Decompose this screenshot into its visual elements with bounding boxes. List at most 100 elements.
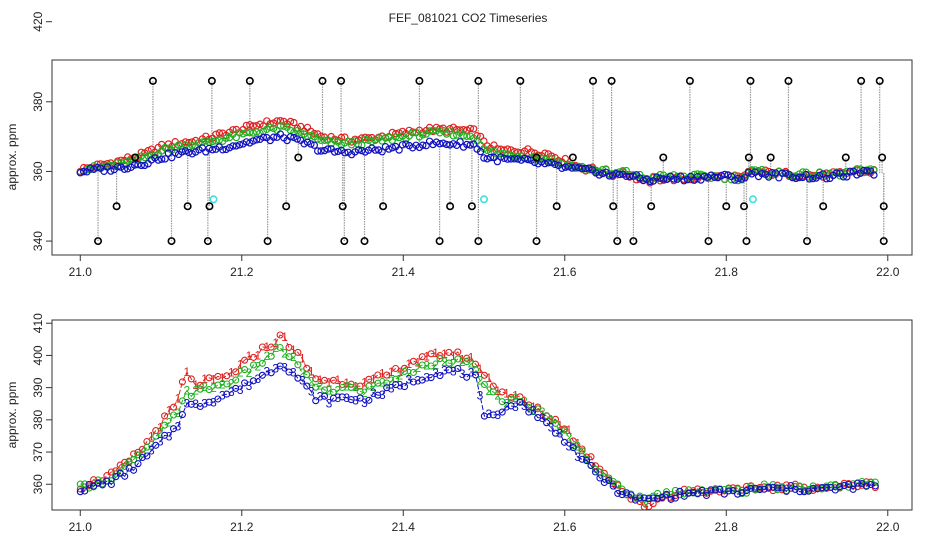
series-1-point [356,382,364,390]
series-3-point [534,414,542,422]
raw-spike-point [766,153,775,162]
raw-spike-point [685,76,694,85]
series-3-point [870,171,878,179]
series-3-point [307,140,315,148]
series-3-point [120,165,129,173]
series-3-marker: 3 [343,391,350,405]
series-2-point [161,143,169,152]
series-1-point [446,124,454,133]
series-3-point [747,484,755,492]
series-3-point [860,166,868,175]
series-3-point [365,396,373,404]
series-3-point [578,164,586,172]
raw-spike-point [379,202,388,211]
series-3-point [702,491,711,500]
series-3-point [778,484,786,492]
series-2-marker: 2 [184,384,191,398]
series-3-point [249,137,257,145]
raw-spike-point [784,76,793,85]
raw-spike-point [532,153,541,162]
series-3-point [134,160,142,169]
series-2-marker: 2 [477,374,484,388]
series-2-point [400,367,409,375]
series-3-marker: 3 [459,367,466,381]
series-2-point [639,174,648,182]
series-1-marker: 1 [441,347,448,361]
series-2-point [303,371,311,379]
series-2-point [258,359,266,367]
series-3-marker: 3 [539,411,546,425]
series-1-point [680,485,688,493]
raw-spike-point [446,202,455,211]
series-3-point [525,408,533,416]
top-panel-data [76,76,888,246]
x-tick-label: 21.6 [553,265,577,279]
raw-spike-point [415,76,424,85]
series-2-point [578,447,586,455]
top-panel: 21.0 21.2 21.4 21.6 21.8 22.0 340 360 380 420 app… [5,11,913,279]
series-3-point [134,460,142,468]
series-2-point [266,123,274,132]
series-3-point [300,140,308,148]
series-3-marker: 3 [281,361,288,375]
series-3-point [409,378,417,386]
series-3-point [836,483,844,491]
series-3-point [427,374,435,382]
series-3-point [392,381,400,389]
series-1-point [383,371,391,379]
series-3-point [130,161,139,169]
series-3-point [809,174,817,183]
series-1-point [329,376,337,384]
series-1-marker: 1 [343,376,350,390]
series-2-point [480,380,488,389]
series-2-point [463,358,471,366]
series-3-point [497,153,505,161]
y-tick-label: 370 [31,442,45,462]
series-3-point [330,148,339,156]
x-tick-label: 21.2 [230,520,254,534]
series-2-point [242,128,251,137]
series-3-point [710,173,719,181]
series-2-marker: 2 [361,386,368,400]
series-3-point [792,174,800,183]
series-3-point [583,457,591,465]
series-3-point [157,155,166,163]
series-1-point [445,348,453,356]
raw-spike-point [841,153,850,162]
series-1-marker: 1 [228,366,235,380]
series-1-marker: 1 [299,352,306,366]
series-1-marker: 1 [326,375,333,389]
series-3-point [680,176,688,185]
series-3-point [738,489,746,497]
series-3-point [456,138,464,146]
series-1-point [169,403,178,411]
series-2-point [320,136,329,144]
series-1-marker: 1 [503,387,510,401]
series-3-point [765,483,773,491]
raw-spike-point [205,202,214,211]
series-3-point [169,425,178,433]
series-2-point [294,361,302,369]
series-1-marker: 1 [210,372,217,386]
series-2-marker: 2 [290,350,297,364]
series-2-marker: 2 [503,396,510,410]
series-2-point [76,480,84,488]
series-2-point [463,132,471,140]
series-2-point [551,419,560,427]
y-tick-label: 360 [31,474,45,494]
series-3-point [493,157,502,166]
series-3-point [649,494,657,502]
series-3-point [516,398,524,406]
series-1-point [320,376,329,384]
series-2-marker: 2 [237,365,244,379]
series-3-marker: 3 [352,394,359,408]
series-3-marker: 3 [326,397,333,411]
series-3-point [654,494,662,502]
series-2-point [140,153,149,162]
series-3-point [471,371,480,379]
series-3-point [596,474,604,482]
raw-spike-point [467,202,476,211]
series-3-marker: 3 [397,379,404,393]
series-3-point [636,494,644,502]
flag-point [209,195,218,204]
